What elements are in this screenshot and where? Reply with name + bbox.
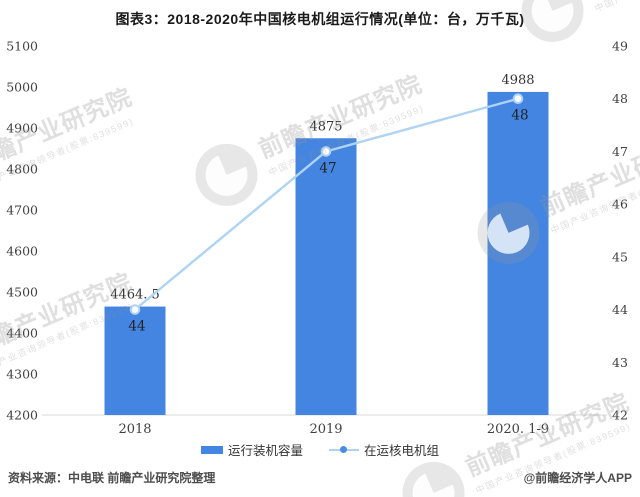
bar-series-swatch	[200, 445, 223, 454]
bar-value-label: 4988	[501, 73, 534, 88]
legend: 运行装机容量 在运核电机组	[0, 440, 640, 459]
footer: 资料来源：中电联 前瞻产业研究院整理 @前瞻经济学人APP	[8, 469, 632, 486]
line-value-label: 47	[319, 160, 336, 176]
x-axis-label-2020.1-9: 2020. 1-9	[487, 422, 549, 437]
left-axis-tick: 4900	[6, 121, 38, 136]
left-axis-tick: 4400	[6, 326, 38, 341]
left-axis-tick: 4200	[6, 408, 38, 423]
line-marker-2018	[129, 304, 141, 315]
left-axis-tick: 4800	[6, 162, 38, 177]
line-value-label: 44	[128, 319, 145, 335]
bar-2019	[295, 138, 357, 415]
left-axis-tick: 4700	[6, 203, 38, 218]
right-axis-tick: 42	[612, 408, 628, 423]
right-axis-tick: 49	[612, 39, 628, 54]
right-axis-tick: 46	[612, 197, 628, 212]
line-marker-2020.1-9	[512, 93, 524, 105]
legend-item-line-series: 在运核电机组	[329, 440, 439, 459]
right-axis-tick: 44	[612, 302, 628, 317]
x-axis-label-2019: 2019	[309, 422, 342, 437]
left-axis-tick: 4600	[6, 244, 38, 259]
left-axis-tick: 4300	[6, 367, 38, 382]
bar-value-label: 4875	[309, 119, 342, 134]
line-marker-2019	[320, 146, 332, 157]
legend-label-line-series: 在运核电机组	[364, 444, 440, 458]
source-note: 资料来源：中电联 前瞻产业研究院整理	[8, 471, 216, 485]
line-value-label: 48	[511, 108, 528, 124]
left-axis-tick: 4500	[6, 285, 38, 300]
right-axis-tick: 43	[612, 355, 628, 370]
left-axis-tick: 5000	[6, 80, 38, 95]
x-axis-label-2018: 2018	[118, 422, 151, 437]
right-axis-tick: 48	[612, 91, 628, 106]
legend-label-bar-series: 运行装机容量	[227, 444, 303, 458]
legend-item-bar-series: 运行装机容量	[200, 440, 303, 459]
line-series-dot-icon	[340, 446, 347, 453]
bar-2018	[104, 306, 166, 415]
right-axis-tick: 45	[612, 249, 628, 264]
right-axis-tick: 47	[612, 144, 628, 159]
line-series-swatch	[329, 446, 359, 453]
bar-2020.1-9	[487, 91, 549, 416]
credit-note: @前瞻经济学人APP	[523, 471, 632, 485]
chart-title: 图表3：2018-2020年中国核电机组运行情况(单位：台，万千瓦)	[115, 11, 525, 27]
left-axis-tick: 5100	[6, 39, 38, 54]
